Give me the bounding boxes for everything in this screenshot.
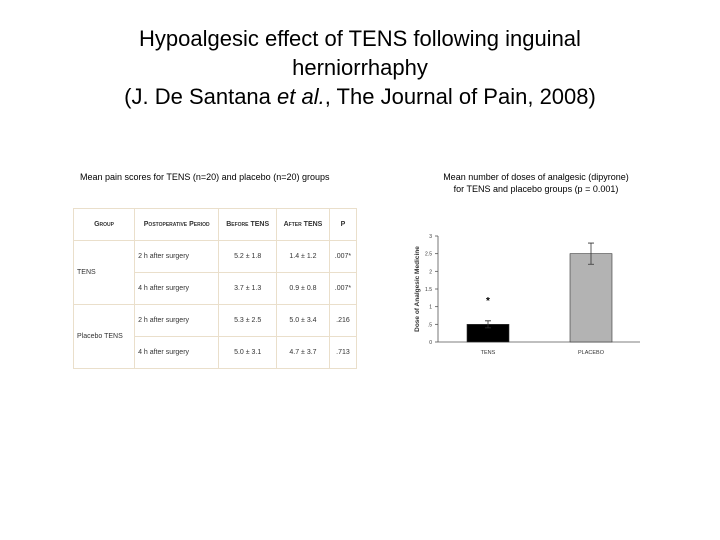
table-row: 4 h after surgery 5.0 ± 3.1 4.7 ± 3.7.713 bbox=[74, 336, 358, 369]
header-cell: Before TENS bbox=[218, 208, 278, 241]
x-tick-label: TENS bbox=[481, 350, 496, 356]
table-row: TENS 2 h after surgery 5.2 ± 1.8 1.4 ± 1.2.… bbox=[72, 240, 358, 305]
y-tick-label: 1.5 bbox=[425, 287, 432, 293]
annotation: * bbox=[486, 296, 490, 307]
citation: (J. De Santana et al., The Journal of Pa… bbox=[0, 82, 720, 111]
y-tick-label: 2.5 bbox=[425, 252, 432, 258]
table-cell: .713 bbox=[328, 336, 358, 369]
table-cell: 4 h after surgery bbox=[134, 272, 220, 305]
citation-text: (J. De Santana bbox=[124, 84, 278, 109]
table-cell: 2 h after surgery bbox=[134, 240, 220, 273]
y-tick-label: 3 bbox=[429, 234, 432, 240]
x-tick-label: PLACEBO bbox=[578, 350, 605, 356]
table-cell: 2 h after surgery bbox=[134, 304, 220, 337]
chart-caption: for TENS and placebo groups (p = 0.001) bbox=[454, 184, 619, 194]
citation-text: , The Journal of Pain, 2008) bbox=[324, 84, 596, 109]
error-bar bbox=[588, 242, 594, 265]
table-cell: .007* bbox=[328, 272, 358, 305]
title: Hypoalgesic effect of TENS following ing… bbox=[0, 24, 720, 111]
header-cell: After TENS bbox=[276, 208, 330, 241]
error-bar bbox=[485, 320, 491, 329]
y-axis-label: Dose of Analgesic Medicine bbox=[414, 246, 421, 332]
bar bbox=[569, 253, 613, 343]
table-cell: 4 h after surgery bbox=[134, 336, 220, 369]
table-cell: 5.3 ± 2.5 bbox=[218, 304, 278, 337]
citation-italic: et al. bbox=[277, 84, 325, 109]
header-cell: Group bbox=[72, 208, 136, 241]
table-cell: 4.7 ± 3.7 bbox=[276, 336, 330, 369]
table-cell: 0.9 ± 0.8 bbox=[276, 272, 330, 305]
table-cell: 5.2 ± 1.8 bbox=[218, 240, 278, 273]
table-row: 4 h after surgery 3.7 ± 1.3 0.9 ± 0.8.007* bbox=[74, 272, 358, 305]
title-line: Hypoalgesic effect of TENS following ing… bbox=[139, 26, 581, 51]
y-tick-label: 2 bbox=[429, 269, 432, 275]
header-cell: Postoperative Period bbox=[134, 208, 220, 241]
y-tick-label: 0 bbox=[429, 340, 432, 346]
table-cell: TENS bbox=[72, 240, 136, 305]
table-caption: Mean pain scores for TENS (n=20) and pla… bbox=[80, 172, 330, 182]
title-line: herniorrhaphy bbox=[292, 55, 428, 80]
table-cell: 5.0 ± 3.1 bbox=[218, 336, 278, 369]
chart-caption: Mean number of doses of analgesic (dipyr… bbox=[443, 172, 629, 182]
y-tick-label: 1 bbox=[429, 305, 432, 311]
y-tick-label: .5 bbox=[428, 322, 432, 328]
pain-table: Group Postoperative Period Before TENS Afte… bbox=[72, 208, 358, 369]
